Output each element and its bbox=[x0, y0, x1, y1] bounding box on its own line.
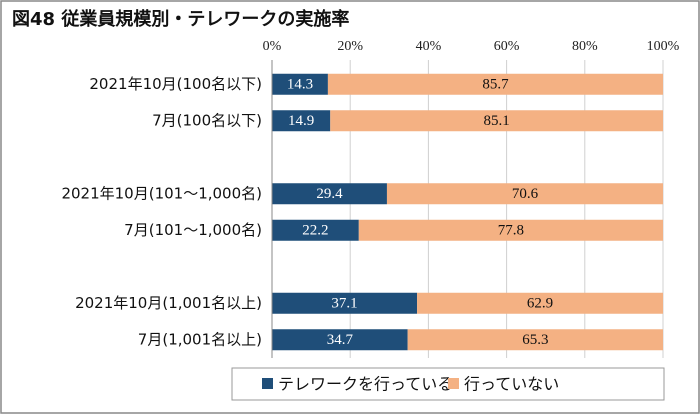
bar-segment bbox=[358, 219, 663, 241]
value-label: 85.1 bbox=[484, 113, 510, 129]
value-label: 62.9 bbox=[527, 296, 553, 312]
bar-segment bbox=[386, 183, 663, 205]
value-label: 77.8 bbox=[498, 223, 524, 239]
value-label: 65.3 bbox=[522, 332, 548, 348]
value-label: 37.1 bbox=[331, 296, 357, 312]
bar-segment bbox=[272, 110, 331, 132]
bar-segment bbox=[272, 73, 328, 95]
x-tick-label: 80% bbox=[572, 39, 598, 54]
bar-segment bbox=[330, 110, 663, 132]
y-tick-label: 2021年10月(1,001名以上) bbox=[75, 294, 262, 312]
y-tick-label: 7月(1,001名以上) bbox=[138, 330, 262, 348]
x-tick-label: 40% bbox=[416, 39, 442, 54]
legend-swatch bbox=[448, 378, 459, 389]
x-tick-label: 100% bbox=[647, 39, 680, 54]
value-label: 14.3 bbox=[287, 77, 313, 93]
y-tick-label: 7月(100名以下) bbox=[152, 111, 262, 129]
legend-swatch bbox=[262, 378, 273, 389]
legend-label: 行っていない bbox=[464, 375, 559, 394]
value-label: 29.4 bbox=[316, 186, 343, 202]
value-label: 34.7 bbox=[327, 332, 354, 348]
bar-segment bbox=[327, 73, 663, 95]
chart-title: 図48 従業員規模別・テレワークの実施率 bbox=[12, 8, 349, 30]
value-label: 22.2 bbox=[302, 223, 328, 239]
bar-segment bbox=[272, 329, 408, 351]
bar-segment bbox=[272, 183, 387, 205]
value-label: 14.9 bbox=[288, 113, 314, 129]
legend-label: テレワークを行っている bbox=[278, 375, 453, 394]
bar-segment bbox=[272, 219, 359, 241]
y-tick-label: 2021年10月(101～1,000名) bbox=[61, 184, 262, 202]
value-label: 85.7 bbox=[482, 77, 509, 93]
y-tick-label: 2021年10月(100名以下) bbox=[89, 75, 262, 93]
bar-segment bbox=[417, 292, 663, 314]
x-tick-label: 60% bbox=[494, 39, 520, 54]
y-tick-label: 7月(101～1,000名) bbox=[124, 221, 262, 239]
bar-segment bbox=[272, 292, 418, 314]
value-label: 70.6 bbox=[512, 186, 539, 202]
bar-segment bbox=[407, 329, 663, 351]
x-tick-label: 20% bbox=[337, 39, 363, 54]
x-tick-label: 0% bbox=[263, 39, 282, 54]
